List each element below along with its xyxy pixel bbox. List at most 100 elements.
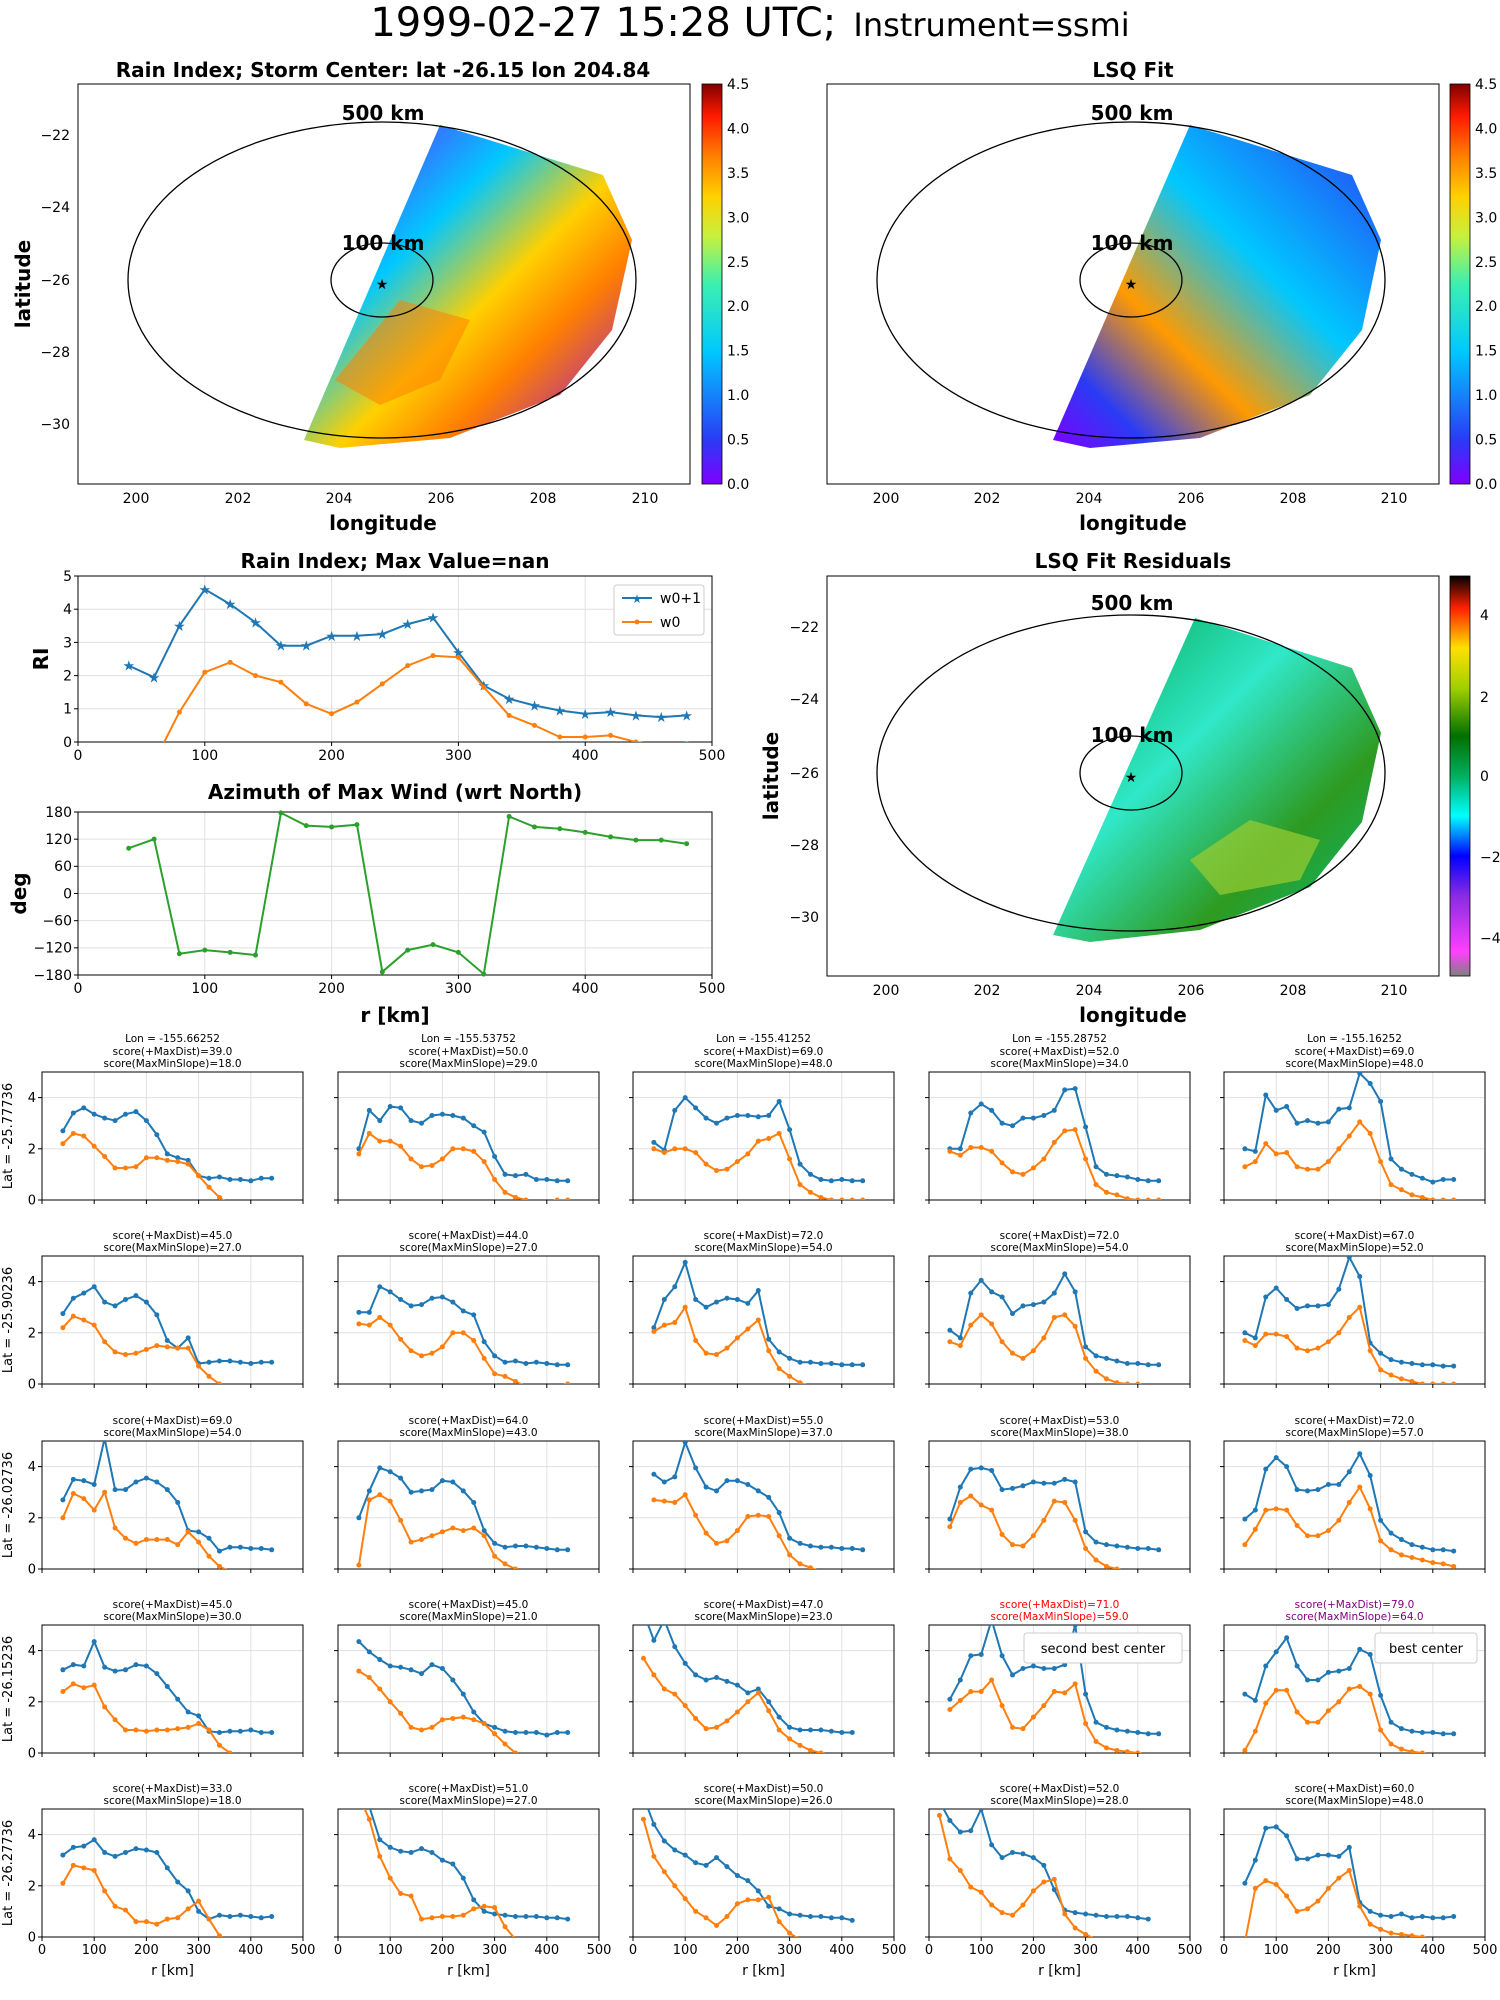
w0-point (81, 1865, 87, 1871)
w0p1-point (714, 1120, 720, 1126)
w0-point (651, 1853, 657, 1859)
candidate-center-grid: Lon = -155.66252score(+MaxDist)=39.0scor… (1, 1033, 1497, 1979)
y-tick: −22 (789, 620, 819, 636)
w0p1-point (734, 1478, 740, 1484)
w0-point (269, 1753, 274, 1758)
x-tick-label: 500 (882, 1943, 907, 1958)
w0p1-point (1451, 1548, 1457, 1554)
w0p1-point (1020, 1303, 1026, 1309)
w0-point (429, 1724, 435, 1730)
w0-point (1103, 1189, 1109, 1195)
w0p1-point (1145, 1731, 1151, 1737)
w0-point (1252, 1885, 1258, 1891)
cbar-tick: 1.5 (727, 344, 749, 360)
w0p1-point: ★ (325, 629, 338, 645)
azimuth-point (379, 969, 385, 975)
w0-point (1093, 1368, 1099, 1374)
w0p1-point (714, 1488, 720, 1494)
w0p1-point (807, 1359, 813, 1365)
ring-500km (876, 121, 1386, 439)
w0-point (154, 1343, 160, 1349)
w0-point (703, 1161, 709, 1167)
w0p1-point (1062, 1476, 1068, 1482)
w0p1-point (91, 1284, 97, 1290)
w0-point (1357, 1119, 1363, 1125)
w0-point (196, 1363, 202, 1369)
w0p1-point (112, 1668, 118, 1674)
w0p1-point (102, 1664, 108, 1670)
panel-score-maxdist: score(+MaxDist)=71.0 (1000, 1599, 1120, 1611)
w0p1-point (661, 1479, 667, 1485)
azimuth-point (303, 823, 309, 829)
w0p1-point (766, 1699, 772, 1705)
w0p1-point (989, 1842, 995, 1848)
w0p1-point (512, 1358, 518, 1364)
w0p1-point (641, 1610, 646, 1615)
w0-point (850, 1384, 855, 1389)
w0p1-point (947, 1327, 953, 1333)
w0p1-point (999, 1653, 1005, 1659)
x-tick: 200 (873, 983, 900, 999)
w0-point (1041, 1879, 1047, 1885)
w0p1-point (398, 1664, 404, 1670)
w0p1-point (957, 1677, 963, 1683)
w0p1-point (1010, 1850, 1016, 1856)
w0p1-point (1378, 1350, 1384, 1356)
y-tick-label: −60 (42, 914, 72, 930)
w0-point (582, 734, 588, 740)
w0-point (91, 1867, 97, 1873)
candidate-panel: score(+MaxDist)=44.0score(MaxMinSlope)=2… (334, 1230, 600, 1388)
w0p1-point (1072, 1479, 1078, 1485)
candidate-panel: Lon = -155.41252score(+MaxDist)=69.0scor… (629, 1033, 895, 1204)
w0p1-point (1093, 1719, 1099, 1725)
w0-point (216, 1933, 222, 1937)
w0-point (259, 1569, 264, 1574)
w0-point (1315, 1345, 1321, 1351)
w0p1-point (154, 1850, 160, 1856)
w0p1-point (533, 1177, 539, 1183)
w0-point (1346, 1686, 1352, 1692)
w0p1-point (1398, 1726, 1404, 1732)
w0p1-point (828, 1728, 834, 1734)
w0p1-point (1419, 1730, 1425, 1736)
w0-point (808, 1384, 813, 1389)
w0p1-point (1409, 1361, 1415, 1367)
w0p1-point (554, 1915, 560, 1921)
x-tick-label: 100 (378, 1943, 403, 1958)
w0p1-point (787, 1355, 793, 1361)
y-axis-label: deg (7, 872, 31, 914)
w0p1-point (1030, 1302, 1036, 1308)
w0p1-point: ★ (148, 670, 161, 686)
w0p1-point (828, 1544, 834, 1550)
w0-point (1242, 1337, 1248, 1343)
w0-point (1409, 1554, 1415, 1560)
w0p1-line (647, 1625, 853, 1734)
panel-score-maxminslope: score(MaxMinSlope)=37.0 (694, 1427, 832, 1439)
w0p1-point (81, 1663, 87, 1669)
w0p1-point (978, 1651, 984, 1657)
w0-point (196, 1173, 202, 1179)
w0p1-point (460, 1308, 466, 1314)
x-tick-label: 0 (74, 748, 83, 764)
w0-point (269, 1200, 274, 1205)
ring-100km (1079, 242, 1183, 318)
w0-point (807, 1189, 813, 1195)
w0p1-point (1357, 1273, 1363, 1279)
w0-point (1020, 1726, 1026, 1732)
w0-point (1242, 1542, 1248, 1548)
map-frame (826, 575, 1440, 977)
w0-point (1367, 1506, 1373, 1512)
w0-point (659, 743, 664, 748)
panel-score-maxminslope: score(MaxMinSlope)=23.0 (694, 1611, 832, 1623)
x-tick: 202 (974, 491, 1001, 507)
w0p1-point (269, 1914, 275, 1920)
w0p1-point (1409, 1915, 1415, 1921)
w0-point (227, 659, 233, 665)
w0-point (828, 1197, 834, 1200)
w0p1-point (481, 1339, 487, 1345)
w0-point (1062, 1312, 1068, 1318)
candidate-panel: score(+MaxDist)=50.0score(MaxMinSlope)=2… (629, 1783, 907, 1979)
w0p1-point (839, 1546, 845, 1552)
axes-frame (928, 1255, 1191, 1385)
